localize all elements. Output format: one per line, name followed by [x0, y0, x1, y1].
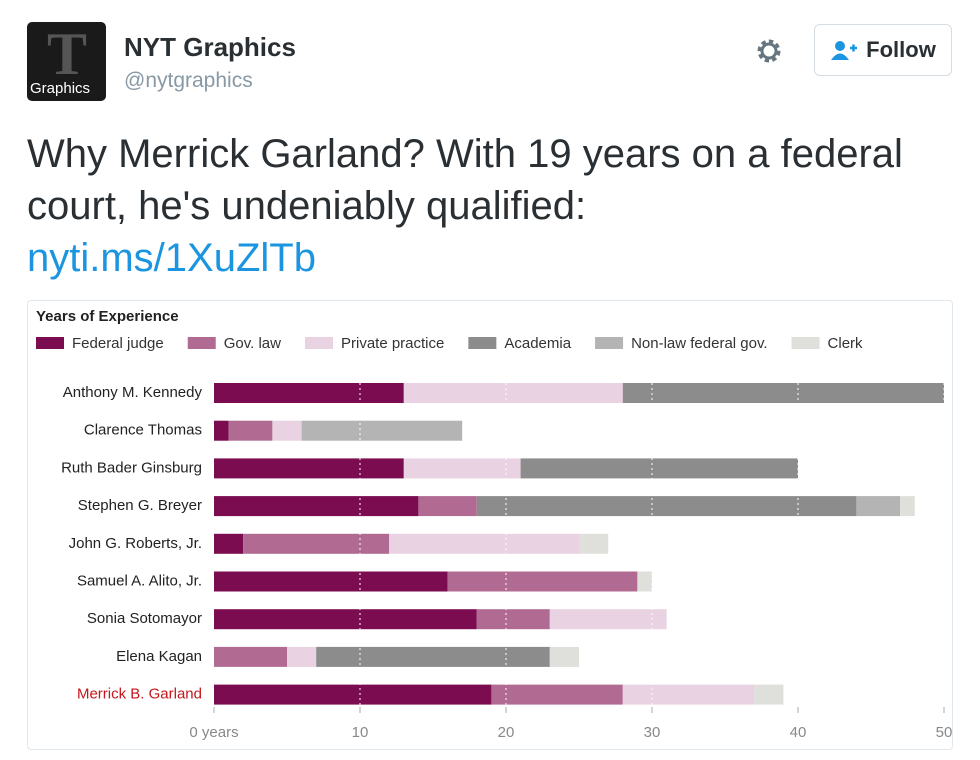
svg-text:T: T — [47, 22, 87, 87]
chart: Years of Experience Federal judge Gov. la… — [36, 308, 952, 741]
bar-segment — [243, 533, 390, 554]
x-tick-label: 50 — [936, 724, 952, 741]
bar-segment — [900, 496, 915, 517]
bar-segment — [418, 496, 477, 517]
legend-swatch — [187, 337, 216, 349]
bar-segment — [476, 496, 857, 517]
bar-segment — [622, 684, 755, 705]
bar-segment — [549, 609, 667, 630]
bar-segment — [287, 646, 317, 667]
bar-segment — [316, 646, 550, 667]
category-label: Samuel A. Alito, Jr. — [77, 572, 202, 589]
x-tick-label: 0 years — [189, 724, 238, 741]
bar-segment — [214, 458, 404, 479]
bar-segment — [228, 420, 273, 441]
bar-segment — [214, 684, 492, 705]
category-label: Elena Kagan — [116, 648, 202, 665]
legend-swatch — [36, 337, 64, 349]
legend-swatch — [595, 337, 624, 349]
bar-segment — [389, 533, 579, 554]
x-tick-label: 20 — [498, 724, 515, 741]
settings-gear[interactable] — [753, 35, 785, 67]
x-tick-label: 30 — [644, 724, 661, 741]
legend-label: Non-law federal gov. — [631, 335, 767, 352]
bar-segment — [214, 496, 419, 517]
legend-label: Clerk — [828, 335, 864, 352]
chart-card[interactable]: Years of Experience Federal judge Gov. la… — [27, 300, 953, 750]
bar-segment — [403, 383, 623, 403]
bar-segment — [214, 420, 229, 441]
bar-segment — [214, 609, 477, 630]
user-handle[interactable]: @nytgraphics — [124, 69, 253, 92]
bar-segment — [637, 571, 652, 592]
category-label: John G. Roberts, Jr. — [69, 535, 202, 552]
category-label: Ruth Bader Ginsburg — [61, 459, 202, 476]
bar-segment — [272, 420, 302, 441]
bar-segment — [579, 533, 609, 554]
bar-segment — [214, 571, 448, 592]
avatar[interactable]: T Graphics — [27, 22, 106, 101]
follow-label: Follow — [866, 37, 936, 62]
bar-segment — [622, 383, 944, 403]
avatar-logo: T — [47, 22, 87, 87]
legend-label: Academia — [504, 335, 571, 352]
x-tick-label: 10 — [352, 724, 369, 741]
legend-label: Private practice — [341, 335, 444, 352]
category-label: Anthony M. Kennedy — [63, 384, 203, 401]
category-label: Merrick B. Garland — [77, 686, 202, 703]
follow-button[interactable]: Follow — [814, 24, 952, 76]
bar-segment — [214, 533, 244, 554]
bar-segment — [856, 496, 901, 517]
bar-segment — [214, 646, 287, 667]
chart-title: Years of Experience — [36, 308, 179, 325]
bar-segment — [447, 571, 638, 592]
bar-segment — [301, 420, 463, 441]
bar-segment — [491, 684, 623, 705]
tweet-link[interactable]: nyti.ms/1XuZlTb — [27, 236, 316, 280]
category-label: Clarence Thomas — [84, 422, 202, 439]
bar-segment — [476, 609, 550, 630]
avatar-label: Graphics — [30, 80, 91, 97]
legend-swatch — [304, 337, 333, 349]
category-label: Sonia Sotomayor — [87, 610, 202, 627]
legend-swatch — [791, 337, 820, 349]
bar-segment — [520, 458, 798, 479]
x-tick-label: 40 — [790, 724, 807, 741]
tweet-body: Why Merrick Garland? With 19 years on a … — [27, 132, 903, 228]
user-name[interactable]: NYT Graphics — [124, 32, 296, 62]
category-label: Stephen G. Breyer — [78, 497, 202, 514]
legend-label: Federal judge — [72, 335, 164, 352]
bar-segment — [754, 684, 784, 705]
bar-segment — [549, 646, 579, 667]
bar-segment — [403, 458, 521, 479]
legend-label: Gov. law — [224, 335, 281, 352]
bar-segment — [214, 383, 404, 403]
legend-swatch — [468, 337, 497, 349]
follow-icon — [831, 41, 858, 60]
tweet-text: Why Merrick Garland? With 19 years on a … — [27, 128, 927, 284]
